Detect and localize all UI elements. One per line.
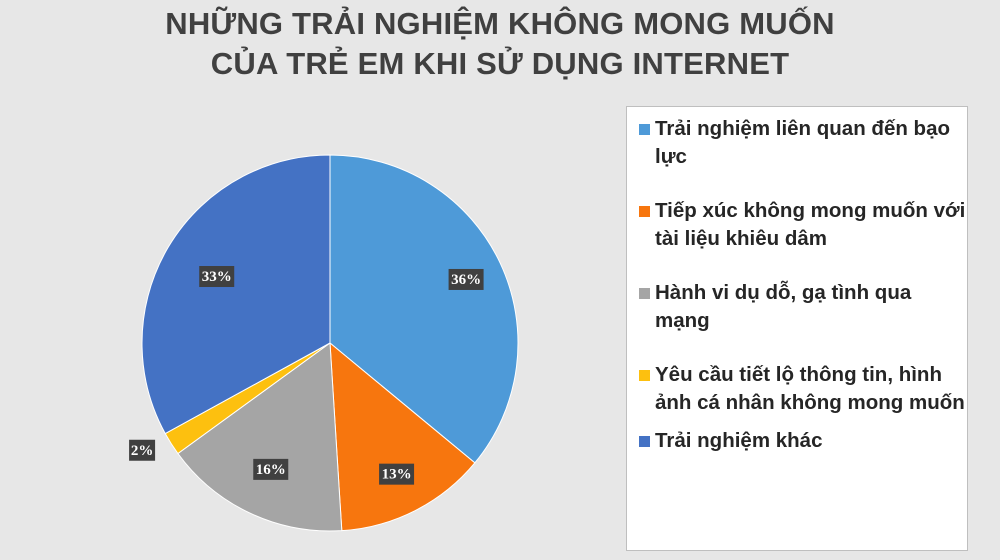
data-label-box-pornography (379, 463, 415, 485)
data-label-text-violence: 36% (451, 272, 481, 288)
legend-swatch-grooming (639, 288, 650, 299)
legend-label-grooming: Hành vi dụ dỗ, gạ tình qua mạng (655, 281, 912, 332)
legend-label-pornography: Tiếp xúc không mong muốn với tài liệu kh… (655, 199, 966, 250)
chart-title: NHỮNG TRẢI NGHIỆM KHÔNG MONG MUỐN CỦA TR… (0, 4, 1000, 84)
data-label-box-violence (448, 268, 484, 290)
data-label-grooming: 16% (253, 458, 289, 480)
data-label-other: 33% (199, 266, 235, 288)
pie-slice-other (141, 154, 331, 435)
legend-item-violence: Trải nghiệm liên quan đến bạo lực (633, 115, 967, 171)
legend-swatch-other (639, 436, 650, 447)
data-label-box-other (199, 266, 235, 288)
pie-chart: 36% 13% 16% 2% 33% (129, 154, 519, 532)
legend-item-info-request: Yêu cầu tiết lộ thông tin, hình ảnh cá n… (633, 361, 967, 417)
pie-slice-violence (329, 154, 519, 464)
data-label-text-info-request: 2% (131, 443, 154, 459)
data-label-pornography: 13% (379, 463, 415, 485)
data-label-info-request: 2% (129, 439, 156, 461)
pie-slice-grooming (177, 342, 343, 532)
legend-label-other: Trải nghiệm khác (655, 429, 823, 452)
data-label-box-grooming (253, 458, 289, 480)
legend-swatch-pornography (639, 206, 650, 217)
legend-item-pornography: Tiếp xúc không mong muốn với tài liệu kh… (633, 197, 967, 253)
chart-legend: Trải nghiệm liên quan đến bạo lực Tiếp x… (626, 106, 968, 551)
legend-item-other: Trải nghiệm khác (633, 427, 967, 455)
data-label-text-pornography: 13% (382, 467, 412, 483)
data-label-violence: 36% (448, 268, 484, 290)
legend-label-violence: Trải nghiệm liên quan đến bạo lực (655, 117, 951, 168)
legend-swatch-info-request (639, 370, 650, 381)
data-label-text-grooming: 16% (256, 462, 286, 478)
pie-slice-pornography (329, 341, 476, 532)
legend-swatch-violence (639, 124, 650, 135)
data-label-text-other: 33% (202, 269, 232, 285)
legend-item-grooming: Hành vi dụ dỗ, gạ tình qua mạng (633, 279, 967, 335)
legend-label-info-request: Yêu cầu tiết lộ thông tin, hình ảnh cá n… (655, 363, 965, 414)
data-label-box-info-request (129, 439, 156, 461)
chart-title-line-2: CỦA TRẺ EM KHI SỬ DỤNG INTERNET (210, 46, 790, 81)
chart-title-line-1: NHỮNG TRẢI NGHIỆM KHÔNG MONG MUỐN (165, 6, 835, 41)
